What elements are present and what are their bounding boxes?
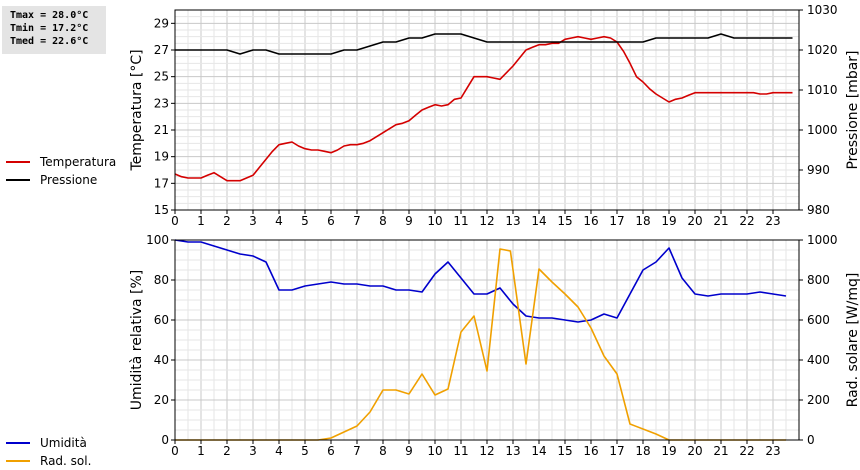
legend-item-pressione: Pressione	[6, 171, 116, 189]
y-left-tick-label: 23	[154, 96, 169, 110]
x-tick-label: 20	[687, 214, 702, 228]
y-right-tick-label: 990	[807, 163, 830, 177]
stat-tmed: Tmed = 22.6°C	[10, 36, 89, 47]
x-tick-label: 22	[739, 444, 754, 458]
x-tick-label: 21	[713, 444, 728, 458]
x-tick-label: 23	[765, 444, 780, 458]
y-left-tick-label: 29	[154, 16, 169, 30]
y-left-tick-label: 60	[154, 313, 169, 327]
x-tick-label: 9	[405, 214, 413, 228]
y-right-tick-label: 1010	[807, 83, 838, 97]
series-line-umidit-	[174, 239, 787, 323]
legend-top: Temperatura Pressione	[6, 153, 116, 189]
x-tick-label: 17	[609, 214, 624, 228]
x-tick-label: 19	[661, 214, 676, 228]
x-tick-label: 1	[197, 214, 205, 228]
x-tick-label: 17	[609, 444, 624, 458]
y-right-tick-label: 400	[807, 353, 830, 367]
x-tick-label: 11	[453, 444, 468, 458]
x-tick-label: 15	[557, 214, 572, 228]
x-tick-label: 12	[479, 444, 494, 458]
y-left-tick-label: 21	[154, 123, 169, 137]
y-left-tick-label: 40	[154, 353, 169, 367]
x-tick-label: 4	[275, 444, 283, 458]
y-right-tick-label: 1030	[807, 3, 838, 17]
y-right-tick-label: 1020	[807, 43, 838, 57]
x-tick-label: 7	[353, 444, 361, 458]
x-tick-label: 14	[531, 214, 546, 228]
stats-box: Tmax = 28.0°C Tmin = 17.2°C Tmed = 22.6°…	[2, 6, 106, 54]
stat-tmin: Tmin = 17.2°C	[10, 23, 89, 34]
y-left-tick-label: 15	[154, 203, 169, 217]
x-tick-label: 14	[531, 444, 546, 458]
x-tick-label: 20	[687, 444, 702, 458]
y-right-tick-label: 200	[807, 393, 830, 407]
x-tick-label: 18	[635, 214, 650, 228]
x-tick-label: 1	[197, 444, 205, 458]
x-tick-label: 5	[301, 444, 309, 458]
weather-charts: 0 1 2 3 4 5 6 7 8 9 10 11 12 13 14 15 16 17 18 19 20 21 22 2315…	[129, 3, 860, 458]
y-right-axis-label: Pressione [mbar]	[845, 50, 860, 169]
y-left-tick-label: 27	[154, 43, 169, 57]
x-tick-label: 8	[379, 444, 387, 458]
y-left-tick-label: 20	[154, 393, 169, 407]
x-tick-label: 3	[249, 214, 257, 228]
x-tick-label: 16	[583, 444, 598, 458]
y-right-tick-label: 0	[807, 433, 815, 447]
x-tick-label: 3	[249, 444, 257, 458]
legend-item-umidita: Umidità	[6, 434, 91, 452]
y-right-tick-label: 1000	[807, 123, 838, 137]
stat-tmax: Tmax = 28.0°C	[10, 10, 89, 21]
legend-swatch	[6, 460, 30, 462]
y-left-tick-label: 100	[146, 233, 169, 247]
x-tick-label: 15	[557, 444, 572, 458]
x-tick-label: 2	[223, 214, 231, 228]
x-tick-label: 16	[583, 214, 598, 228]
legend-swatch	[6, 442, 30, 444]
y-left-axis-label: Umidità relativa [%]	[129, 270, 145, 411]
y-right-tick-label: 600	[807, 313, 830, 327]
y-right-tick-label: 800	[807, 273, 830, 287]
x-tick-label: 13	[505, 444, 520, 458]
x-tick-label: 13	[505, 214, 520, 228]
legend-swatch	[6, 179, 30, 181]
legend-swatch	[6, 161, 30, 163]
y-left-axis-label: Temperatura [°C]	[129, 49, 145, 171]
x-tick-label: 11	[453, 214, 468, 228]
x-tick-label: 10	[427, 214, 442, 228]
x-tick-label: 6	[327, 214, 335, 228]
series-line-rad-sol-	[175, 248, 786, 441]
x-tick-label: 0	[171, 444, 179, 458]
x-tick-label: 0	[171, 214, 179, 228]
legend-label: Pressione	[40, 173, 98, 187]
y-left-tick-label: 19	[154, 150, 169, 164]
legend-label: Temperatura	[40, 155, 117, 169]
y-left-tick-label: 80	[154, 273, 169, 287]
legend-label: Umidità	[40, 436, 87, 450]
x-tick-label: 5	[301, 214, 309, 228]
y-right-tick-label: 980	[807, 203, 830, 217]
legend-item-temperatura: Temperatura	[6, 153, 116, 171]
y-left-tick-label: 0	[161, 433, 169, 447]
x-tick-label: 10	[427, 444, 442, 458]
y-right-tick-label: 1000	[807, 233, 838, 247]
x-tick-label: 7	[353, 214, 361, 228]
x-tick-label: 18	[635, 444, 650, 458]
x-tick-label: 4	[275, 214, 283, 228]
x-tick-label: 22	[739, 214, 754, 228]
x-tick-label: 23	[765, 214, 780, 228]
y-left-tick-label: 25	[154, 70, 169, 84]
x-tick-label: 2	[223, 444, 231, 458]
y-right-axis-label: Rad. solare [W/mq]	[845, 273, 860, 408]
x-tick-label: 6	[327, 444, 335, 458]
series-line-pressione	[175, 33, 793, 55]
x-tick-label: 19	[661, 444, 676, 458]
x-tick-label: 21	[713, 214, 728, 228]
x-tick-label: 8	[379, 214, 387, 228]
x-tick-label: 12	[479, 214, 494, 228]
x-tick-label: 9	[405, 444, 413, 458]
y-left-tick-label: 17	[154, 176, 169, 190]
series-line-temperatura	[174, 35, 793, 182]
